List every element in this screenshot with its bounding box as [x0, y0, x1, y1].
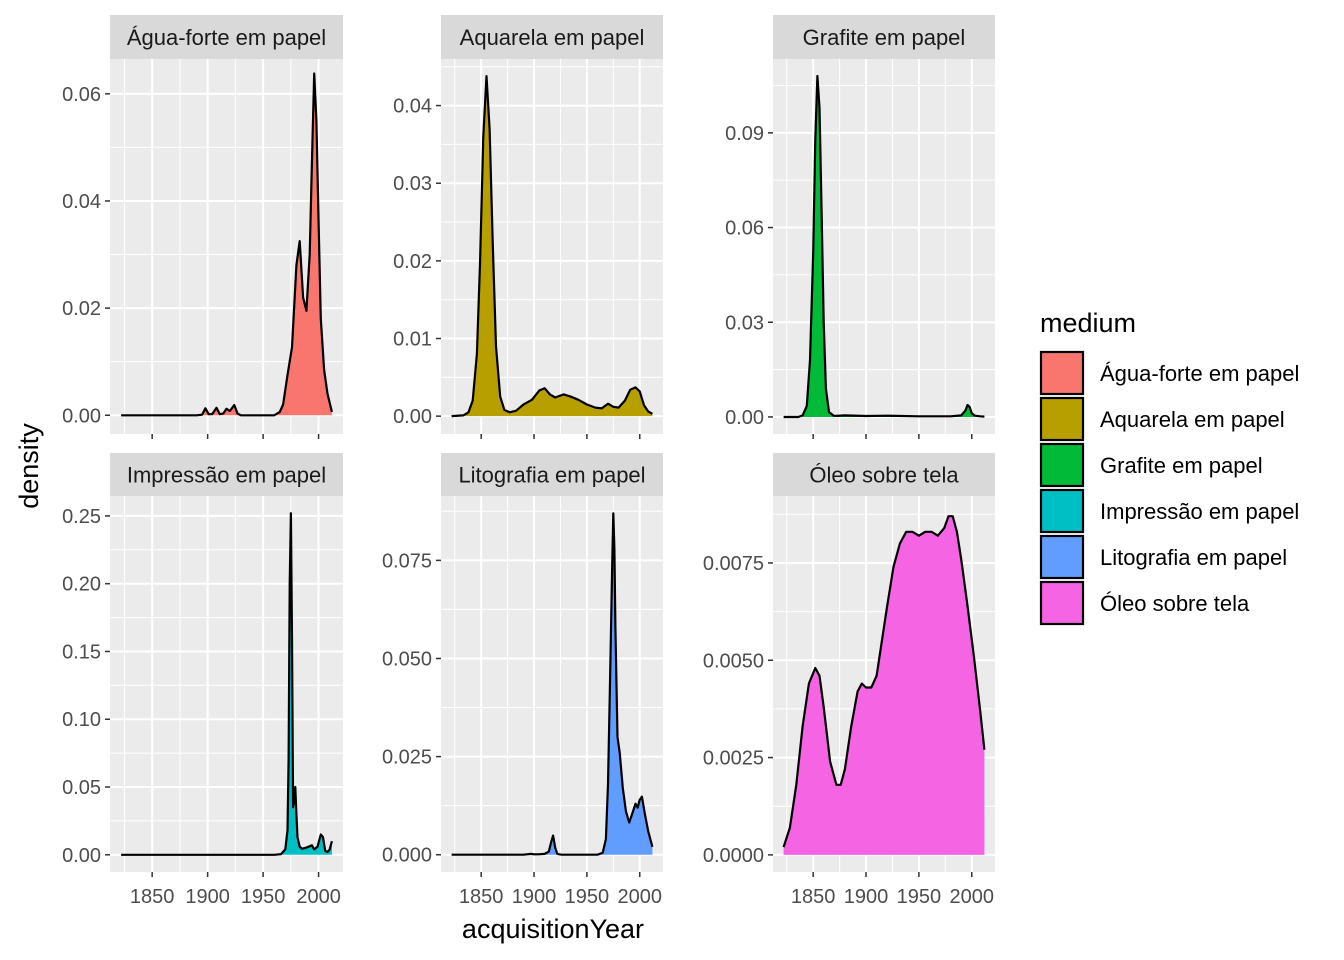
- facet-strip: [773, 15, 995, 59]
- y-tick-label: 0.20: [62, 574, 101, 596]
- facet-strip-label: Grafite em papel: [803, 25, 966, 50]
- facet-strip: [773, 453, 995, 496]
- y-tick-label: 0.04: [62, 191, 101, 213]
- y-tick-label: 0.00: [725, 407, 764, 429]
- legend-item: Água-forte em papel: [1039, 350, 1299, 396]
- legend-item: Grafite em papel: [1039, 442, 1263, 488]
- y-tick-label: 0.04: [393, 96, 432, 118]
- x-axis-title: acquisitionYear: [462, 914, 644, 944]
- y-tick-label: 0.00: [62, 405, 101, 427]
- density-line: [451, 75, 653, 418]
- facet-panel: Litografia em papel 0.000 0.025 0.050 0.075 1…: [382, 453, 663, 908]
- legend-label: Impressão em papel: [1100, 499, 1299, 524]
- legend-label: Litografia em papel: [1100, 545, 1287, 570]
- y-tick-label: 0.050: [382, 648, 432, 670]
- density-area: [783, 516, 985, 855]
- density-line: [121, 72, 333, 417]
- facet-panels: Água-forte em papel 0.00 0.02 0.04 0.06 Aquar…: [62, 15, 995, 908]
- legend-key: [1039, 350, 1085, 396]
- density-area: [451, 513, 653, 855]
- y-tick-label: 0.02: [393, 251, 432, 273]
- facet-strip-label: Aquarela em papel: [460, 25, 645, 50]
- y-tick-label: 0.000: [382, 845, 432, 867]
- density-line: [783, 74, 985, 419]
- facet-strip: [441, 15, 663, 59]
- facet-panel: Impressão em papel 0.00 0.05 0.10 0.15 0.20 0.…: [62, 453, 343, 908]
- legend-label: Aquarela em papel: [1100, 407, 1285, 432]
- panel-background: [441, 496, 663, 872]
- y-tick-label: 0.075: [382, 550, 432, 572]
- legend-item: Litografia em papel: [1039, 534, 1287, 580]
- density-line: [782, 515, 986, 848]
- x-tick-label: 1950: [897, 886, 942, 908]
- facet-strip: [110, 15, 343, 59]
- y-tick-label: 0.06: [62, 84, 101, 106]
- legend-key: [1039, 442, 1085, 488]
- x-tick-label: 1950: [565, 886, 610, 908]
- legend-title: medium: [1040, 308, 1136, 338]
- y-tick-label: 0.01: [393, 329, 432, 351]
- y-tick-label: 0.00: [62, 845, 101, 867]
- legend-key: [1039, 580, 1085, 626]
- legend: medium Água-forte em papel Aquarela em pa…: [1039, 308, 1299, 626]
- x-tick-label: 1850: [459, 886, 504, 908]
- y-tick-label: 0.0025: [703, 748, 764, 770]
- facet-strip-label: Impressão em papel: [127, 463, 326, 488]
- x-tick-label: 2000: [617, 886, 662, 908]
- y-tick-label: 0.15: [62, 641, 101, 663]
- density-line: [451, 512, 654, 856]
- facet-panel: Grafite em papel 0.00 0.03 0.06 0.09: [725, 15, 995, 439]
- legend-item: Impressão em papel: [1039, 488, 1299, 534]
- legend-label: Óleo sobre tela: [1100, 591, 1250, 616]
- legend-item: Óleo sobre tela: [1039, 580, 1250, 626]
- facet-panel: Aquarela em papel 0.00 0.01 0.02 0.03 0.04: [393, 15, 663, 439]
- x-tick-label: 1850: [791, 886, 836, 908]
- facet-strip: [110, 453, 343, 496]
- x-tick-label: 1950: [241, 886, 286, 908]
- facet-strip: [441, 453, 663, 496]
- facet-panel: Água-forte em papel 0.00 0.02 0.04 0.06: [62, 15, 343, 439]
- legend-key: [1039, 396, 1085, 442]
- x-tick-label: 2000: [296, 886, 341, 908]
- y-tick-label: 0.06: [725, 218, 764, 240]
- density-area: [121, 73, 332, 416]
- x-tick-label: 1900: [185, 886, 230, 908]
- y-tick-label: 0.0050: [703, 650, 764, 672]
- panel-background: [773, 59, 995, 434]
- y-tick-label: 0.00: [393, 406, 432, 428]
- legend-label: Água-forte em papel: [1100, 361, 1299, 386]
- x-tick-label: 1900: [844, 886, 889, 908]
- y-tick-label: 0.03: [393, 173, 432, 195]
- y-tick-label: 0.03: [725, 312, 764, 334]
- y-tick-label: 0.10: [62, 709, 101, 731]
- x-tick-label: 2000: [949, 886, 994, 908]
- y-tick-label: 0.25: [62, 506, 101, 528]
- legend-key: [1039, 534, 1085, 580]
- y-tick-label: 0.0000: [703, 845, 764, 867]
- legend-key: [1039, 488, 1085, 534]
- legend-item: Aquarela em papel: [1039, 396, 1285, 442]
- y-tick-label: 0.0075: [703, 553, 764, 575]
- facet-strip-label: Água-forte em papel: [127, 25, 326, 50]
- legend-label: Grafite em papel: [1100, 453, 1263, 478]
- x-tick-label: 1850: [130, 886, 175, 908]
- y-tick-label: 0.09: [725, 123, 764, 145]
- y-tick-label: 0.02: [62, 298, 101, 320]
- y-axis-title: density: [14, 423, 44, 509]
- facet-strip-label: Óleo sobre tela: [809, 463, 959, 488]
- panel-background: [110, 496, 343, 872]
- x-tick-label: 1900: [512, 886, 557, 908]
- facet-panel: Óleo sobre tela 0.0000 0.0025 0.0050 0.0075 1…: [703, 453, 995, 908]
- y-tick-label: 0.05: [62, 777, 101, 799]
- facet-strip-label: Litografia em papel: [458, 463, 645, 488]
- density-line: [121, 512, 333, 856]
- legend-items: Água-forte em papel Aquarela em papel Graf…: [1039, 350, 1299, 626]
- y-tick-label: 0.025: [382, 747, 432, 769]
